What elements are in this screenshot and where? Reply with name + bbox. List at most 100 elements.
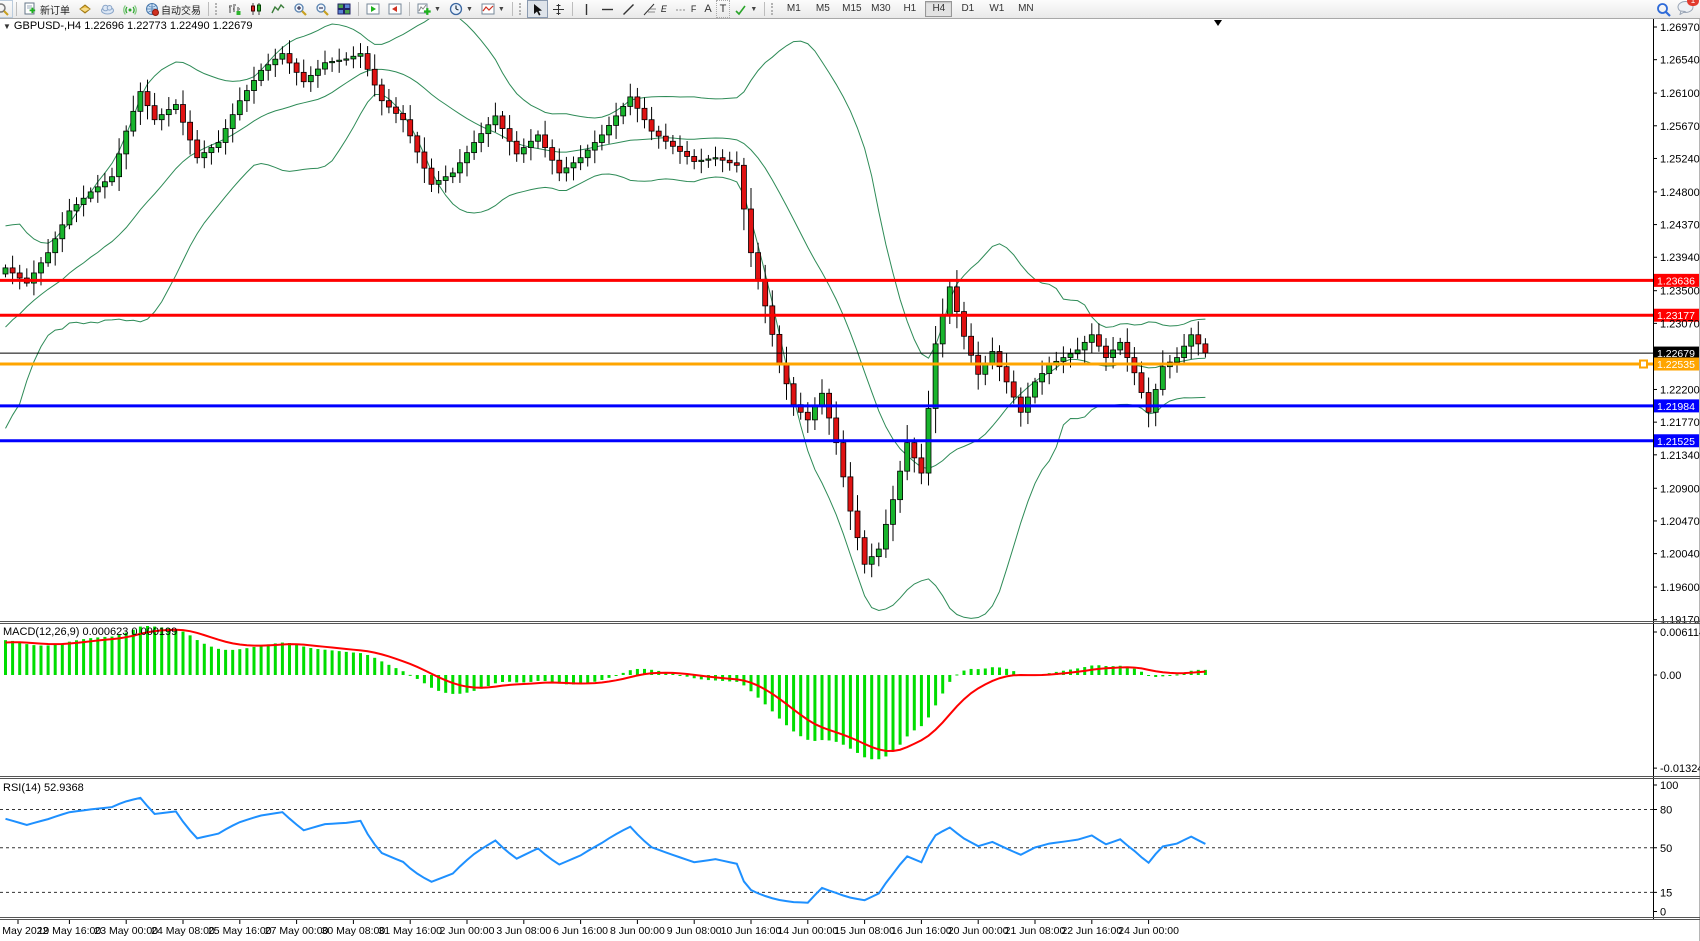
periods-button[interactable]: ▼ xyxy=(445,0,477,18)
indicators-button[interactable]: ▼ xyxy=(413,0,445,18)
vertical-line-tool-button[interactable] xyxy=(576,0,597,18)
macd-histogram-bar xyxy=(401,671,405,675)
timeframe-button-m30[interactable]: M30 xyxy=(871,3,891,14)
crosshair-tool-button[interactable] xyxy=(548,0,569,18)
candle xyxy=(748,208,754,254)
search-icon[interactable] xyxy=(1656,2,1671,17)
candle xyxy=(378,84,385,102)
chart-shift-marker[interactable] xyxy=(1214,20,1222,26)
tile-windows-button[interactable] xyxy=(333,0,355,18)
line-chart-button[interactable] xyxy=(267,0,289,18)
template-icon xyxy=(481,3,495,15)
rsi-timeaxis-separator[interactable] xyxy=(0,917,1700,920)
trendline-tool-button[interactable] xyxy=(618,0,639,18)
tile-windows-icon xyxy=(337,3,351,15)
time-tick-label: 22 Jun 16:00 xyxy=(1061,925,1122,937)
price-tick-label: 1.21770 xyxy=(1660,417,1700,429)
candle xyxy=(94,186,101,193)
text-label-tool-button[interactable]: T xyxy=(715,0,731,18)
zoom-in-button[interactable] xyxy=(289,0,311,18)
timeframe-button-d1[interactable]: D1 xyxy=(961,3,975,14)
cloud-button[interactable] xyxy=(96,0,119,18)
chart-macd-separator[interactable] xyxy=(0,621,1700,624)
macd-histogram-bar xyxy=(848,675,852,749)
macd-histogram-bar xyxy=(983,668,987,675)
templates-button[interactable]: ▼ xyxy=(477,0,509,18)
candle xyxy=(691,156,698,162)
price-tag-text: 1.23636 xyxy=(1657,275,1695,287)
timeframe-button-m5[interactable]: M5 xyxy=(815,3,830,14)
time-tick-label: 23 May 00:00 xyxy=(94,925,158,937)
timeframe-button-h1[interactable]: H1 xyxy=(903,3,917,14)
candle xyxy=(314,68,321,76)
auto-scroll-button[interactable] xyxy=(362,0,384,18)
clipped-toolbar-icon[interactable] xyxy=(0,0,13,18)
autotrading-button[interactable]: 自动交易 xyxy=(141,0,205,18)
price-tag-text: 1.23177 xyxy=(1657,310,1695,322)
new-order-button[interactable]: 新订单 xyxy=(20,0,74,18)
candle xyxy=(1039,373,1045,383)
horizontal-line-tool-button[interactable] xyxy=(597,0,618,18)
price-tag-1.23636 xyxy=(1654,273,1700,287)
signals-button[interactable] xyxy=(119,0,141,18)
macd-histogram-bar xyxy=(643,668,646,675)
symbol-caret-icon[interactable]: ▼ xyxy=(3,22,11,31)
macd-histogram-bar xyxy=(238,649,242,675)
timeframe-button-mn[interactable]: MN xyxy=(1018,3,1034,14)
macd-histogram-bar xyxy=(621,672,625,675)
macd-histogram-bar xyxy=(856,675,859,753)
macd-tick-label: -0.013241 xyxy=(1660,763,1700,775)
notifications-button[interactable]: 1 xyxy=(1677,0,1699,18)
macd-histogram-bar xyxy=(905,675,909,737)
toolbar-separator xyxy=(208,2,209,16)
price-tag-1.22679 xyxy=(1654,346,1700,360)
zoom-out-button[interactable] xyxy=(311,0,333,18)
candle xyxy=(1046,364,1053,374)
toolbar-grip[interactable] xyxy=(215,3,220,15)
chart-shift-button[interactable] xyxy=(384,0,406,18)
candle xyxy=(570,162,577,169)
candle xyxy=(1117,341,1124,351)
line-chart-icon xyxy=(271,3,285,14)
market-depth-button[interactable] xyxy=(74,0,96,18)
timeframe-button-m1[interactable]: M1 xyxy=(786,3,801,14)
candle xyxy=(1060,357,1067,362)
candle xyxy=(911,442,918,459)
candle xyxy=(180,104,186,123)
bar-chart-button[interactable] xyxy=(223,0,245,18)
macd-histogram-bar xyxy=(259,645,263,675)
macd-histogram-bar xyxy=(110,636,114,675)
candle xyxy=(286,53,293,64)
macd-histogram-bar xyxy=(373,657,377,675)
timeframe-button-h4[interactable]: H4 xyxy=(925,1,953,17)
candlestick-chart-button[interactable] xyxy=(245,0,267,18)
candle xyxy=(1032,381,1038,398)
timeframe-button-w1[interactable]: W1 xyxy=(989,3,1005,14)
toolbar-grip[interactable] xyxy=(518,3,524,15)
toolbar-grip[interactable] xyxy=(771,3,776,15)
timeframe-button-m15[interactable]: M15 xyxy=(842,3,862,14)
arrows-tool-button[interactable]: ▼ xyxy=(730,0,761,18)
fibonacci-icon xyxy=(643,3,656,15)
macd-histogram-bar xyxy=(614,675,618,676)
text-tool-button[interactable]: A xyxy=(700,0,715,18)
macd-histogram-bar xyxy=(579,675,583,685)
macd-histogram-bar xyxy=(543,675,547,682)
macd-rsi-separator[interactable] xyxy=(0,776,1700,779)
candle xyxy=(116,153,122,178)
cursor-tool-button[interactable] xyxy=(526,0,548,18)
candle xyxy=(357,53,364,57)
line-drag-handle[interactable] xyxy=(1639,359,1648,369)
fibonacci-tool-button[interactable]: E xyxy=(639,0,671,18)
candle xyxy=(847,476,854,512)
channel-tool-button[interactable]: F xyxy=(671,0,701,18)
candle xyxy=(194,139,201,159)
candle xyxy=(471,142,478,154)
candle xyxy=(883,523,889,550)
chart-shift-icon xyxy=(388,3,402,15)
price-tick-label: 1.23070 xyxy=(1660,318,1700,330)
zoom-out-icon xyxy=(316,3,329,16)
price-axis[interactable]: 1.26970 1.26540 1.26100 1.25670 1.25240 1.248… xyxy=(1653,22,1700,627)
